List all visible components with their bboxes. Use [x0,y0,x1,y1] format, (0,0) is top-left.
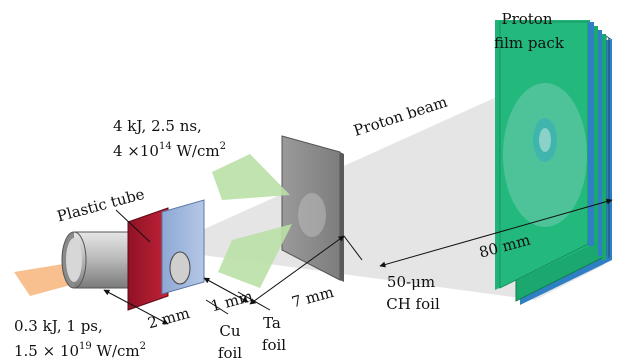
label-long-pulse-2: 4 ×1014 W/cm2 [113,141,226,160]
long-pulse-prefix: 4 ×10 [113,142,159,160]
leader-ta-foil [237,291,271,311]
label-ch-foil-1: 50-μm [387,273,435,291]
label-short-pulse-1: 0.3 kJ, 1 ps, [14,317,103,335]
label-dim-2mm: 2 mm [146,304,192,332]
label-cu-foil-1: Cu [219,322,240,340]
dimension-lines [103,198,613,325]
label-ch-foil-2: CH foil [386,295,440,313]
label-dim-1mm: 1 mm [209,287,255,315]
proton-film-pack [495,20,613,305]
long-pulse-exponent: 14 [159,141,172,152]
short-pulse-unit: W/cm [92,342,140,360]
label-proton-film-pack-1: Proton [501,10,552,28]
label-dim-7mm: 7 mm [290,283,336,311]
long-pulse-unit: W/cm [172,142,220,160]
long-pulse-unit-exponent: 2 [220,141,226,152]
label-plastic-tube: Plastic tube [55,185,146,226]
label-ta-foil-2: foil [262,336,286,354]
leader-plastic-tube [115,209,151,243]
label-proton-film-pack-2: film pack [494,34,565,52]
label-cu-foil-2: foil [218,344,242,362]
short-pulse-exponent: 19 [79,341,92,352]
long-pulse-beam-top [212,154,290,200]
dim-arrow-1mm [203,277,249,303]
dim-arrow-2mm [103,289,169,325]
leader-ch-foil [343,235,363,261]
short-pulse-prefix: 1.5 × 10 [14,342,79,360]
label-long-pulse-1: 4 kJ, 2.5 ns, [113,117,202,135]
leader-cu-foil [205,299,229,315]
dim-arrow-7mm [249,235,345,305]
label-ta-foil-1: Ta [263,314,281,332]
short-pulse-unit-exponent: 2 [140,341,146,352]
dim-arrow-80mm [379,198,613,268]
label-short-pulse-2: 1.5 × 1019 W/cm2 [14,341,146,360]
